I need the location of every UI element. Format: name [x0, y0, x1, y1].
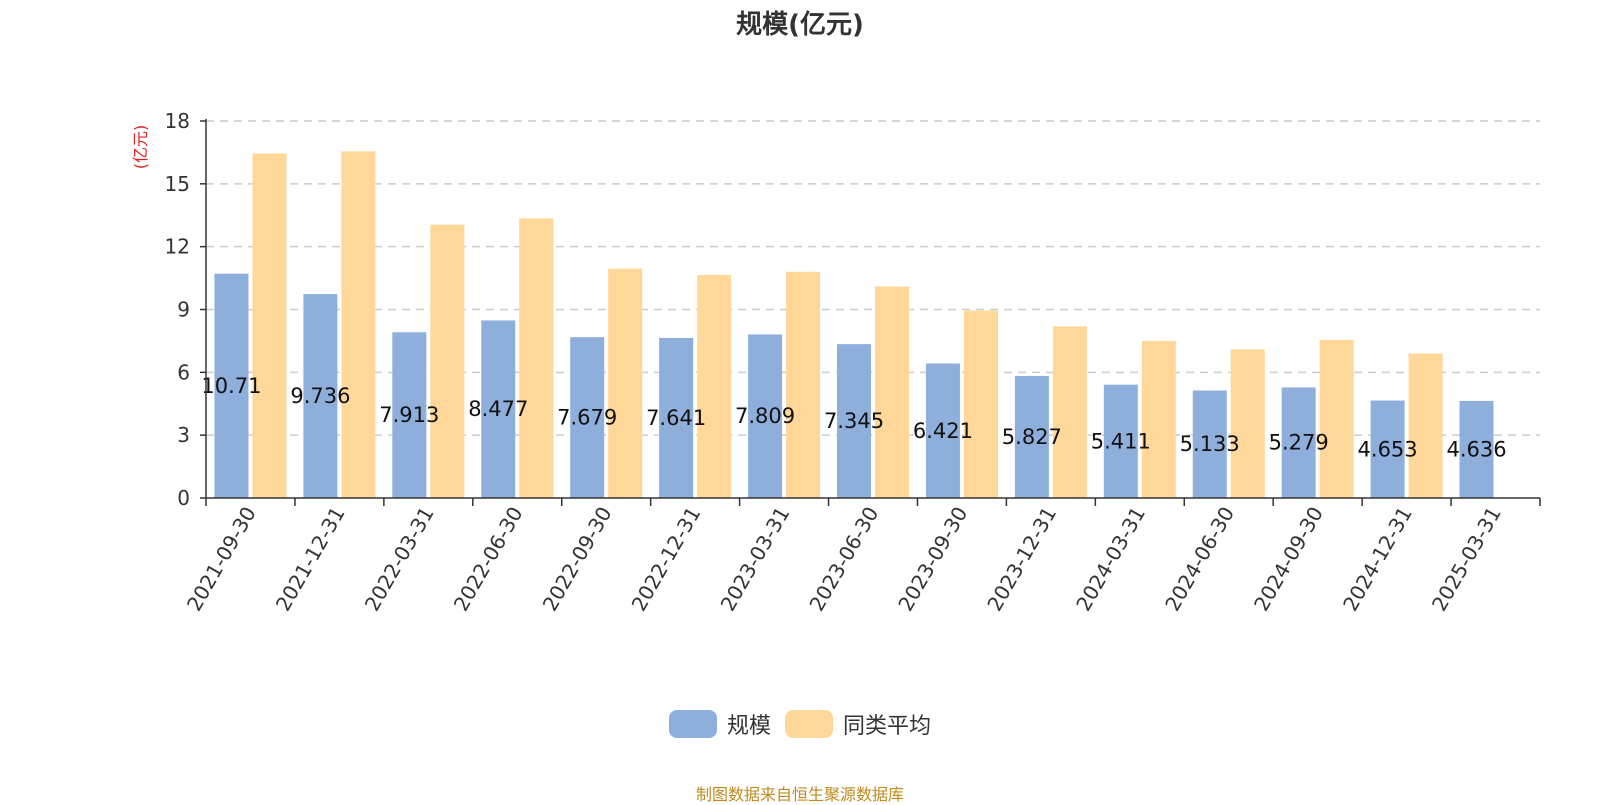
bar-scale — [392, 332, 427, 498]
y-axis-unit-label: (亿元) — [131, 125, 150, 170]
legend-label-peer-average: 同类平均 — [843, 714, 932, 739]
x-tick-label: 2023-12-31 — [982, 503, 1061, 616]
legend-label-scale: 规模 — [726, 714, 771, 739]
bar-peer-average — [786, 271, 821, 498]
legend-item-scale[interactable]: 规模 — [668, 708, 771, 740]
bar-peer-average — [252, 153, 287, 499]
bar-peer-average — [430, 224, 465, 499]
data-label-scale: 5.279 — [1269, 431, 1329, 455]
data-label-scale: 7.913 — [379, 403, 439, 427]
bar-peer-average — [1408, 353, 1443, 498]
y-tick-label: 6 — [177, 360, 190, 384]
bar-scale — [1192, 390, 1227, 498]
legend-swatch-scale — [668, 710, 717, 738]
bar-scale — [748, 334, 783, 498]
x-tick-label: 2022-09-30 — [538, 503, 617, 616]
bar-peer-average — [1052, 326, 1087, 498]
bar-scale — [659, 337, 694, 498]
x-tick-label: 2022-06-30 — [449, 503, 528, 616]
y-tick-label: 15 — [165, 172, 190, 196]
data-label-scale: 9.736 — [290, 384, 350, 408]
legend-swatch-peer-average — [785, 710, 833, 738]
bar-peer-average — [608, 268, 643, 498]
data-label-scale: 6.421 — [913, 419, 973, 443]
data-labels: 10.71 9.736 7.913 8.477 7.679 7.641 7.809 7.345… — [201, 374, 1506, 462]
x-tick-label: 2023-09-30 — [893, 503, 972, 616]
bar-scale — [1103, 384, 1138, 498]
legend-item-peer-average[interactable]: 同类平均 — [785, 708, 931, 740]
data-label-scale: 10.71 — [201, 374, 261, 398]
bar-peer-average — [341, 151, 376, 498]
y-tick-label: 0 — [177, 486, 190, 510]
bar-scale — [837, 344, 871, 498]
x-tick-label: 2022-03-31 — [360, 503, 439, 616]
bars — [214, 151, 1494, 499]
bar-peer-average — [875, 286, 909, 498]
bar-scale — [570, 337, 605, 498]
x-tick-label: 2024-09-30 — [1249, 503, 1328, 616]
data-label-scale: 5.411 — [1091, 429, 1151, 453]
bar-scale — [1370, 400, 1405, 498]
x-tick-label: 2022-12-31 — [627, 503, 706, 616]
bar-peer-average — [519, 218, 554, 498]
x-tick-label: 2025-03-31 — [1427, 503, 1506, 616]
x-tick-label: 2024-12-31 — [1338, 503, 1417, 616]
bar-peer-average — [697, 274, 732, 498]
data-label-scale: 5.133 — [1180, 432, 1240, 456]
data-label-scale: 7.679 — [557, 406, 617, 430]
x-tick-label: 2024-03-31 — [1071, 503, 1150, 616]
bar-scale — [303, 294, 338, 498]
data-label-scale: 7.641 — [646, 406, 706, 430]
source-note: 制图数据来自恒生聚源数据库 — [695, 785, 904, 804]
data-label-scale: 7.809 — [735, 404, 795, 428]
bar-scale — [1281, 387, 1316, 498]
y-tick-label: 9 — [177, 298, 190, 322]
x-tick-label: 2024-06-30 — [1160, 503, 1239, 616]
x-tick-label: 2021-09-30 — [182, 503, 261, 616]
x-tick-label: 2021-12-31 — [271, 503, 350, 616]
data-label-scale: 4.636 — [1446, 437, 1506, 461]
bar-scale — [925, 363, 960, 498]
grid-lines — [206, 120, 1540, 436]
bar-peer-average — [1230, 349, 1265, 498]
chart-title: 规模(亿元) — [736, 10, 864, 40]
bar-scale — [1459, 400, 1494, 498]
x-tick-label: 2023-06-30 — [804, 503, 883, 616]
y-tick-label: 3 — [177, 423, 190, 447]
data-label-scale: 7.345 — [824, 409, 884, 433]
y-tick-label: 18 — [165, 109, 190, 133]
data-label-scale: 5.827 — [1002, 425, 1062, 449]
x-tick-label: 2023-03-31 — [715, 503, 794, 616]
bar-peer-average — [1319, 339, 1354, 498]
legend: 规模 同类平均 — [0, 708, 1600, 740]
data-label-scale: 8.477 — [468, 397, 528, 421]
data-label-scale: 4.653 — [1358, 437, 1418, 461]
bar-scale — [214, 273, 249, 498]
bar-scale — [481, 320, 516, 498]
bar-peer-average — [1141, 340, 1176, 498]
y-tick-label: 12 — [165, 235, 190, 259]
bar-scale — [1014, 375, 1049, 498]
bar-peer-average — [963, 310, 998, 498]
